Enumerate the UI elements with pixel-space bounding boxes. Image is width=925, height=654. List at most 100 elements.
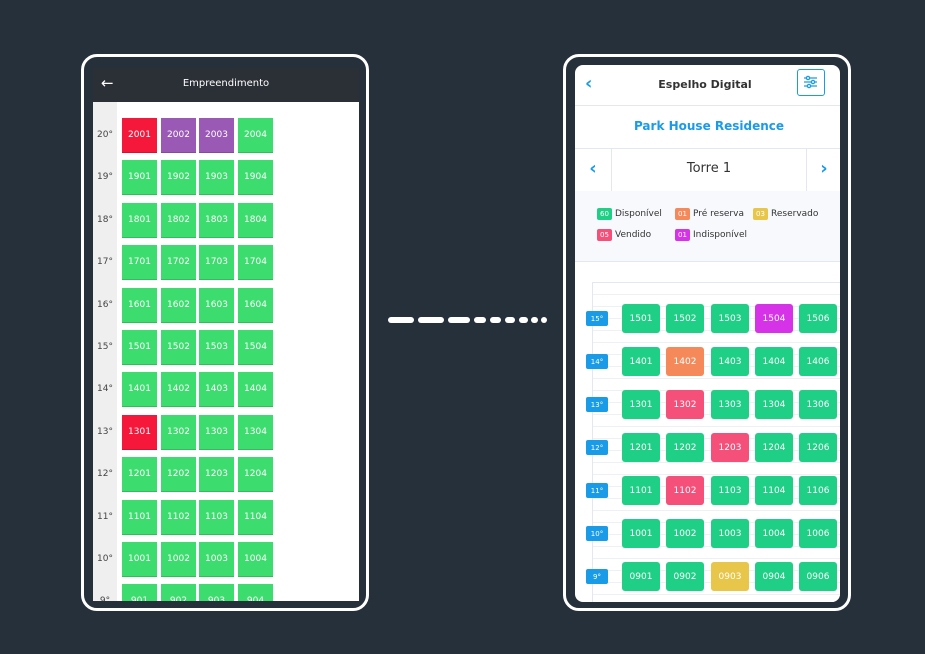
unit-cell[interactable]: 1002 (666, 519, 704, 548)
unit-cell[interactable]: 1203 (711, 433, 749, 462)
unit-cell[interactable]: 1403 (199, 372, 234, 408)
unit-cell[interactable]: 1003 (199, 542, 234, 577)
unit-cell[interactable]: 1002 (161, 542, 196, 577)
unit-cell[interactable]: 1502 (666, 304, 704, 333)
unit-cell[interactable]: 2003 (199, 118, 234, 153)
unit-cell[interactable]: 1801 (122, 202, 157, 238)
unit-cell[interactable]: 1303 (199, 414, 234, 450)
unit-cell[interactable]: 1903 (199, 160, 234, 196)
unit-cell[interactable]: 1404 (755, 347, 793, 376)
unit-cell[interactable]: 903 (199, 584, 234, 601)
prev-tower[interactable]: ‹ (575, 149, 612, 191)
next-tower[interactable]: › (806, 149, 840, 191)
unit-cell[interactable]: 1102 (666, 476, 704, 505)
unit-cell[interactable]: 0903 (711, 562, 749, 591)
filter-button[interactable] (797, 69, 825, 96)
unit-cell[interactable]: 0904 (755, 562, 793, 591)
unit-cell[interactable]: 1504 (238, 330, 273, 365)
connector (388, 317, 414, 323)
unit-cell[interactable]: 0906 (799, 562, 837, 591)
unit-cell[interactable]: 2002 (161, 118, 196, 153)
unit-cell[interactable]: 1201 (122, 457, 157, 493)
unit-cell[interactable]: 1502 (161, 330, 196, 365)
unit-cell[interactable]: 1104 (238, 499, 273, 535)
back-button[interactable]: ‹ (585, 73, 593, 94)
unit-cell[interactable]: 1402 (666, 347, 704, 376)
unit-cell[interactable]: 1103 (711, 476, 749, 505)
unit-cell[interactable]: 1401 (622, 347, 660, 376)
unit-cell[interactable]: 1604 (238, 287, 273, 323)
unit-cell[interactable]: 1704 (238, 245, 273, 281)
unit-cell[interactable]: 1503 (199, 330, 234, 365)
unit-cell[interactable]: 1004 (755, 519, 793, 548)
unit-cell[interactable]: 1103 (199, 499, 234, 535)
unit-cell[interactable]: 1406 (799, 347, 837, 376)
unit-cell[interactable]: 1304 (755, 390, 793, 419)
unit-cell[interactable]: 1601 (122, 287, 157, 323)
unit-cell[interactable]: 1302 (666, 390, 704, 419)
unit-cell[interactable]: 1106 (799, 476, 837, 505)
unit-cell[interactable]: 1403 (711, 347, 749, 376)
unit-cell[interactable]: 1006 (799, 519, 837, 548)
legend-item: 03 Reservado (753, 208, 818, 220)
unit-cell[interactable]: 1602 (161, 287, 196, 323)
unit-cell[interactable]: 904 (238, 584, 273, 601)
connector (519, 317, 528, 323)
unit-cell[interactable]: 2004 (238, 118, 273, 153)
unit-cell[interactable]: 1304 (238, 414, 273, 450)
unit-cell[interactable]: 2001 (122, 118, 157, 153)
legend-item: 01 Indisponível (675, 229, 747, 241)
unit-cell[interactable]: 1202 (161, 457, 196, 493)
unit-cell[interactable]: 0902 (666, 562, 704, 591)
back-button[interactable]: ← (101, 74, 114, 92)
unit-cell[interactable]: 1904 (238, 160, 273, 196)
unit-cell[interactable]: 0901 (622, 562, 660, 591)
unit-cell[interactable]: 1501 (622, 304, 660, 333)
unit-cell[interactable]: 1206 (799, 433, 837, 462)
connector (448, 317, 470, 323)
connector (531, 317, 538, 323)
unit-cell[interactable]: 1306 (799, 390, 837, 419)
unit-cell[interactable]: 1803 (199, 202, 234, 238)
legend-label: Vendido (615, 230, 652, 240)
unit-cell[interactable]: 1702 (161, 245, 196, 281)
legend-count: 01 (675, 208, 690, 220)
floor-tag: 11° (586, 483, 608, 498)
unit-cell[interactable]: 1101 (122, 499, 157, 535)
unit-cell[interactable]: 1402 (161, 372, 196, 408)
unit-cell[interactable]: 1703 (199, 245, 234, 281)
unit-cell[interactable]: 1203 (199, 457, 234, 493)
unit-cell[interactable]: 1303 (711, 390, 749, 419)
unit-cell[interactable]: 1004 (238, 542, 273, 577)
unit-cell[interactable]: 1603 (199, 287, 234, 323)
unit-cell[interactable]: 1401 (122, 372, 157, 408)
unit-cell[interactable]: 1001 (122, 542, 157, 577)
unit-cell[interactable]: 1102 (161, 499, 196, 535)
unit-cell[interactable]: 1501 (122, 330, 157, 365)
unit-cell[interactable]: 1301 (122, 414, 157, 450)
right-phone (563, 54, 851, 611)
unit-cell[interactable]: 1902 (161, 160, 196, 196)
unit-cell[interactable]: 1104 (755, 476, 793, 505)
unit-cell[interactable]: 1101 (622, 476, 660, 505)
unit-cell[interactable]: 1201 (622, 433, 660, 462)
unit-cell[interactable]: 1804 (238, 202, 273, 238)
unit-cell[interactable]: 1003 (711, 519, 749, 548)
unit-cell[interactable]: 902 (161, 584, 196, 601)
unit-cell[interactable]: 1302 (161, 414, 196, 450)
unit-cell[interactable]: 1701 (122, 245, 157, 281)
unit-cell[interactable]: 1506 (799, 304, 837, 333)
unit-cell[interactable]: 1301 (622, 390, 660, 419)
unit-cell[interactable]: 1901 (122, 160, 157, 196)
unit-cell[interactable]: 1404 (238, 372, 273, 408)
unit-cell[interactable]: 1503 (711, 304, 749, 333)
unit-cell[interactable]: 1504 (755, 304, 793, 333)
unit-cell[interactable]: 1204 (755, 433, 793, 462)
unit-cell[interactable]: 901 (122, 584, 157, 601)
unit-cell[interactable]: 1204 (238, 457, 273, 493)
unit-cell[interactable]: 1802 (161, 202, 196, 238)
connector (418, 317, 444, 323)
unit-cell[interactable]: 1001 (622, 519, 660, 548)
unit-cell[interactable]: 1202 (666, 433, 704, 462)
